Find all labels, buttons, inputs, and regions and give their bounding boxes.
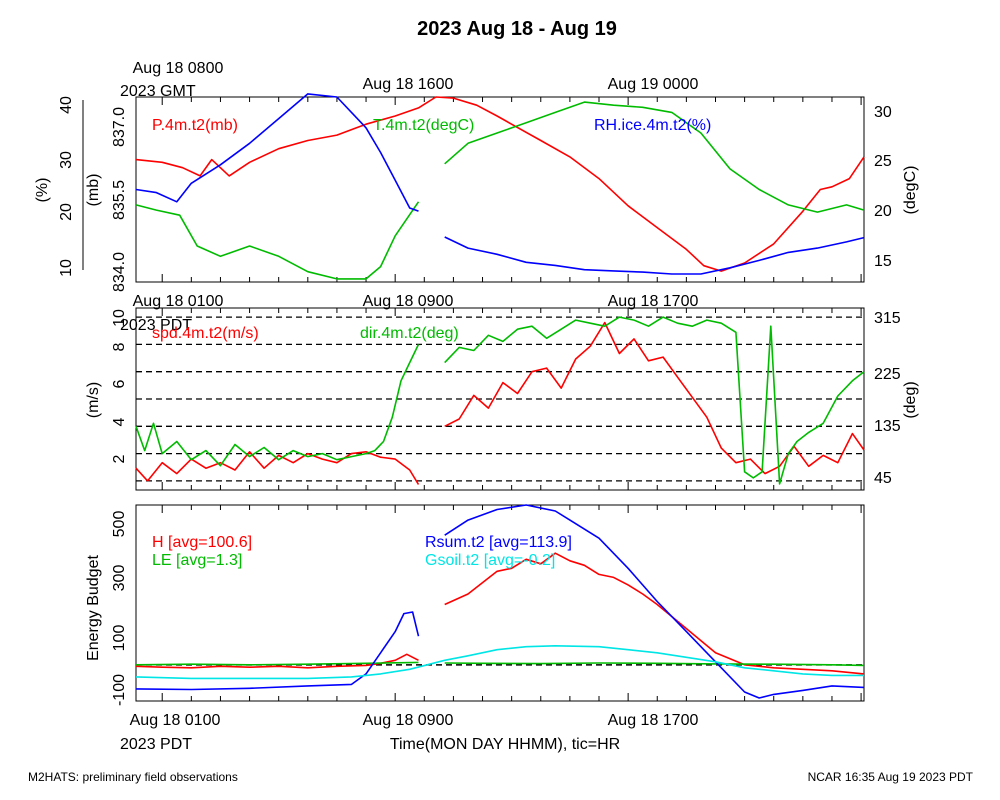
panel-bottom: H [avg=100.6] LE [avg=1.3] Rsum.t2 [avg=… — [85, 504, 865, 706]
series-line-rh-ice-4m-t2- — [135, 93, 419, 212]
spd-tick-6: 6 — [111, 379, 128, 388]
eb-tick-300: 300 — [111, 565, 128, 592]
series-line-rh-ice-4m-t2- — [444, 236, 865, 275]
series-line-dir-4m-t2-deg- — [444, 316, 865, 485]
series-line-rsum-t2 — [135, 611, 420, 691]
series-line-h — [135, 653, 419, 669]
t-tick-20: 20 — [874, 203, 892, 220]
rh-tick-20: 20 — [58, 203, 75, 221]
rh-tick-10: 10 — [58, 259, 75, 277]
pdt-tick-label-1: Aug 18 0900 — [363, 712, 454, 729]
p-tick-834: 834.0 — [111, 252, 128, 292]
series-line-t-4m-t2-degc- — [444, 101, 865, 213]
eb-tick-m100: -100 — [111, 674, 128, 706]
axis-label-deg: (deg) — [902, 381, 919, 418]
dir-tick-135: 135 — [874, 418, 901, 435]
axis-label-ms: (m/s) — [85, 382, 102, 418]
spd-tick-4: 4 — [111, 417, 128, 426]
gmt-tick-label-1: Aug 18 1600 — [363, 76, 454, 93]
axis-label-degC: (degC) — [902, 166, 919, 215]
series-line-le — [135, 661, 419, 666]
series-line-t-4m-t2-degc- — [135, 201, 420, 280]
pdt-year-label: 2023 PDT — [120, 736, 192, 753]
t-tick-15: 15 — [874, 253, 892, 270]
series-line-spd-4m-t2-m-s- — [135, 451, 420, 485]
legend-Rsum: Rsum.t2 [avg=113.9] — [425, 534, 572, 551]
legend-LE: LE [avg=1.3] — [152, 552, 242, 569]
panel-top-frame — [135, 96, 865, 283]
footer-right: NCAR 16:35 Aug 19 2023 PDT — [808, 770, 974, 784]
rh-tick-30: 30 — [58, 151, 75, 169]
panel-bottom-series — [135, 504, 865, 699]
series-line-p-4m-t2-mb- — [135, 96, 865, 272]
dir-tick-225: 225 — [874, 366, 901, 383]
spd-tick-10: 10 — [111, 309, 128, 327]
panel-middle-series — [135, 316, 865, 485]
spd-tick-2: 2 — [111, 454, 128, 463]
pdt-tick-label-0-mid: Aug 18 0100 — [133, 293, 224, 310]
rh-tick-40: 40 — [58, 96, 75, 114]
gmt-tick-label-2: Aug 19 0000 — [608, 76, 699, 93]
panel-middle-ticks — [136, 308, 864, 490]
series-line-dir-4m-t2-deg- — [135, 344, 420, 467]
legend-rh: RH.ice.4m.t2(%) — [594, 117, 711, 134]
axis-label-pressure: (mb) — [85, 174, 102, 207]
p-tick-835: 835.5 — [111, 180, 128, 220]
page-title: 2023 Aug 18 - Aug 19 — [417, 18, 617, 40]
t-tick-30: 30 — [874, 104, 892, 121]
dir-tick-315: 315 — [874, 310, 901, 327]
panel-bottom-frame — [135, 504, 865, 702]
dir-tick-45: 45 — [874, 470, 892, 487]
panel-top: P.4m.t2(mb) T.4m.t2(degC) RH.ice.4m.t2(%… — [34, 93, 919, 292]
spd-tick-8: 8 — [111, 342, 128, 351]
t-tick-25: 25 — [874, 153, 892, 170]
series-line-le — [444, 662, 865, 667]
x-axis-label: Time(MON DAY HHMM), tic=HR — [390, 736, 620, 753]
pdt-year-label-mid: 2023 PDT — [120, 317, 192, 334]
pdt-tick-label-2: Aug 18 1700 — [608, 712, 699, 729]
legend-temperature: T.4m.t2(degC) — [373, 117, 474, 134]
gmt-tick-label-0: Aug 18 0800 — [133, 60, 224, 77]
series-line-spd-4m-t2-m-s- — [444, 321, 865, 475]
legend-Gsoil: Gsoil.t2 [avg=-0.2] — [425, 552, 555, 569]
legend-H: H [avg=100.6] — [152, 534, 252, 551]
pdt-tick-label-1-mid: Aug 18 0900 — [363, 293, 454, 310]
pdt-tick-label-2-mid: Aug 18 1700 — [608, 293, 699, 310]
axis-label-rh: (%) — [34, 178, 51, 203]
axis-label-energy: Energy Budget — [85, 555, 102, 661]
panel-middle: spd.4m.t2(m/s) dir.4m.t2(deg) (m/s) (deg… — [85, 307, 919, 491]
gmt-year-label: 2023 GMT — [120, 83, 196, 100]
series-line-h — [444, 552, 865, 675]
footer-left: M2HATS: preliminary field observations — [28, 770, 238, 784]
pdt-tick-label-0: Aug 18 0100 — [130, 712, 221, 729]
series-line-rsum-t2 — [444, 504, 865, 699]
p-tick-837: 837.0 — [111, 107, 128, 147]
panel-top-series — [135, 93, 865, 280]
eb-tick-500: 500 — [111, 511, 128, 538]
legend-direction: dir.4m.t2(deg) — [360, 325, 459, 342]
legend-pressure: P.4m.t2(mb) — [152, 117, 238, 134]
legend-speed: spd.4m.t2(m/s) — [152, 325, 259, 342]
eb-tick-100: 100 — [111, 625, 128, 652]
series-line-gsoil-t2 — [135, 645, 864, 680]
